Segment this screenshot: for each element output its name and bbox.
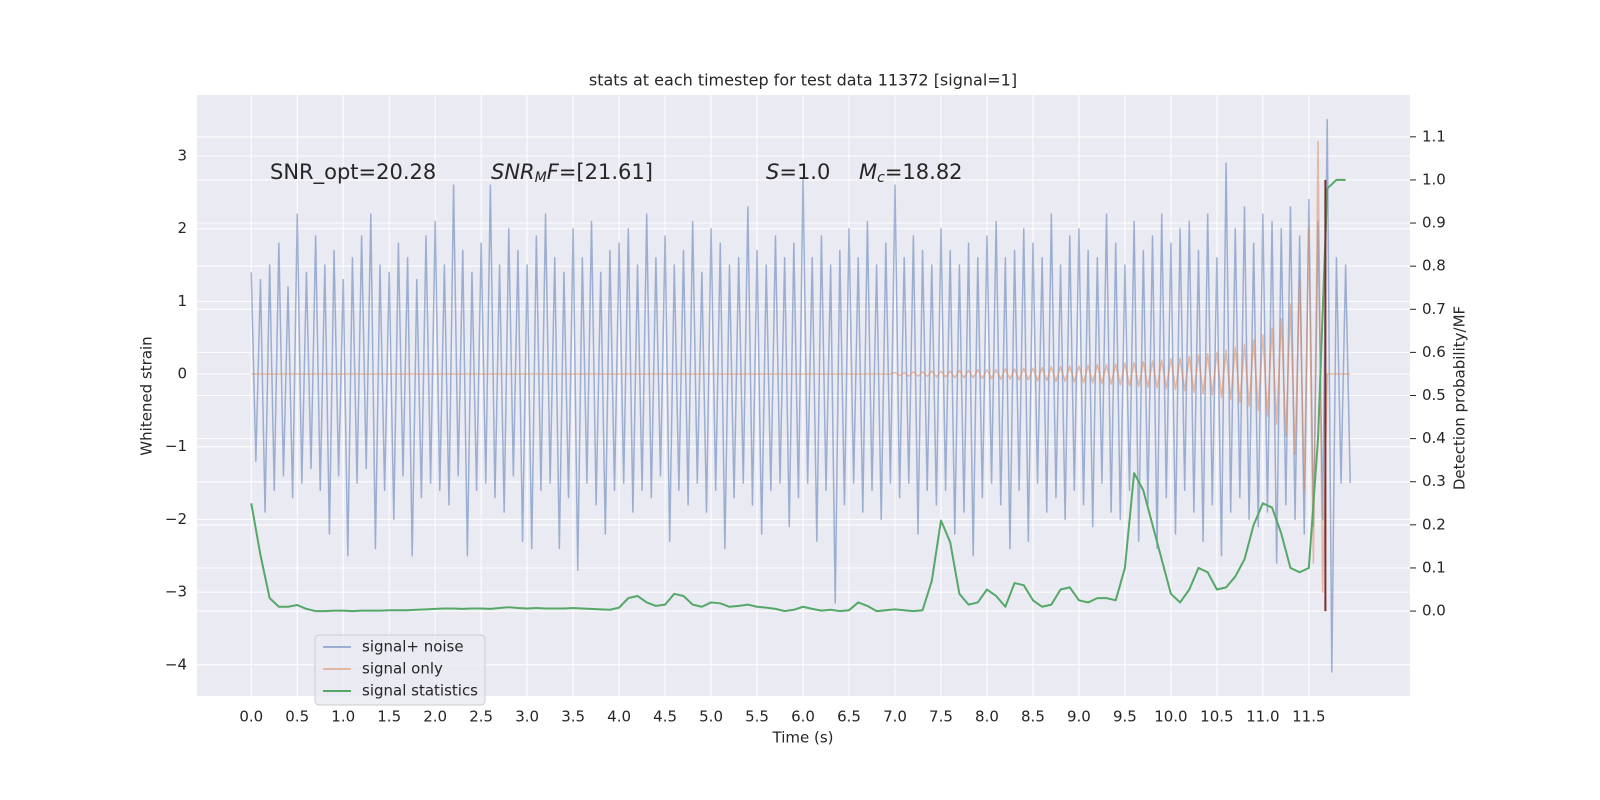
annotation: S=1.0 — [766, 160, 830, 184]
y2-tick-label: 0.8 — [1422, 257, 1446, 275]
x-tick-label: 3.0 — [515, 708, 539, 726]
x-tick-label: 8.0 — [975, 708, 999, 726]
x-tick-label: 11.5 — [1292, 708, 1325, 726]
x-tick-label: 6.0 — [791, 708, 815, 726]
x-tick-label: 7.0 — [883, 708, 907, 726]
y-tick-label: −2 — [165, 510, 187, 528]
legend-label: signal+ noise — [362, 638, 464, 656]
x-tick-label: 10.5 — [1200, 708, 1233, 726]
y2-tick-label: 1.1 — [1422, 127, 1446, 145]
x-tick-label: 9.0 — [1067, 708, 1091, 726]
y2-tick-label: 0.4 — [1422, 429, 1446, 447]
marks — [250, 118, 1351, 673]
y2-tick-label: 0.5 — [1422, 386, 1446, 404]
y-tick-label: −4 — [165, 655, 187, 673]
y-tick-label: 1 — [177, 292, 187, 310]
labels: 0.0 0.5 1.0 1.5 2.0 2.5 3.0 3.5 4.0 4.5 5.0 5.5 6.0 6… — [165, 127, 1446, 725]
annotation-part: SNR_opt=20.28 — [270, 160, 436, 185]
x-tick-label: 2.0 — [423, 708, 447, 726]
x-tick-label: 4.0 — [607, 708, 631, 726]
annotation: Mc=18.82 — [859, 160, 963, 186]
series-line — [250, 178, 1346, 613]
x-tick-label: 6.5 — [837, 708, 861, 726]
x-tick-label: 1.0 — [331, 708, 355, 726]
x-tick-label: 7.5 — [929, 708, 953, 726]
y2-tick-label: 0.3 — [1422, 472, 1446, 490]
x-tick-label: 9.5 — [1113, 708, 1137, 726]
x-tick-label: 10.0 — [1154, 708, 1187, 726]
x-tick-label: 1.5 — [377, 708, 401, 726]
y-tick-label: −3 — [165, 583, 187, 601]
x-tick-label: 5.0 — [699, 708, 723, 726]
annotation: SNR_opt=20.28 — [270, 160, 436, 185]
y2-tick-label: 1.0 — [1422, 170, 1446, 188]
annotation-part: c — [877, 170, 885, 186]
y2-tick-label: 0.9 — [1422, 214, 1446, 232]
y2-tick-label: 0.6 — [1422, 343, 1446, 361]
y2-axis-label: Detection probability/MF — [1451, 306, 1469, 490]
annotation-part: F — [547, 160, 560, 184]
x-axis-label: Time (s) — [772, 729, 834, 747]
annotation-part: =18.82 — [885, 160, 963, 184]
x-tick-label: 4.5 — [653, 708, 677, 726]
y-tick-label: 2 — [177, 219, 187, 237]
y-tick-label: −1 — [165, 437, 187, 455]
y-axis-label: Whitened strain — [138, 336, 156, 455]
annotation-part: =[21.61] — [559, 160, 653, 184]
series-line — [250, 118, 1351, 673]
x-tick-label: 0.5 — [285, 708, 309, 726]
y-tick-label: 0 — [177, 365, 187, 383]
y2-tick-label: 0.1 — [1422, 558, 1446, 576]
annotation: SNRMF=[21.61] — [491, 160, 653, 186]
annotation-part: M — [859, 160, 877, 184]
legend: signal+ noise signal only signal statistic… — [314, 634, 486, 706]
annotation-part: M — [535, 170, 547, 186]
x-tick-label: 11.0 — [1246, 708, 1279, 726]
chart-title: stats at each timestep for test data 113… — [589, 71, 1017, 90]
series-line — [251, 140, 1351, 593]
x-tick-label: 8.5 — [1021, 708, 1045, 726]
annotation-part: S — [766, 160, 779, 184]
x-tick-label: 0.0 — [239, 708, 263, 726]
legend-label: signal only — [362, 660, 443, 678]
x-tick-label: 2.5 — [469, 708, 493, 726]
annotation-part: =1.0 — [779, 160, 830, 184]
y2-tick-label: 0.0 — [1422, 602, 1446, 620]
x-tick-label: 3.5 — [561, 708, 585, 726]
y2-tick-label: 0.2 — [1422, 515, 1446, 533]
annotation-part: SNR — [491, 160, 535, 184]
y-tick-label: 3 — [177, 147, 187, 165]
y2-tick-label: 0.7 — [1422, 300, 1446, 318]
legend-box — [314, 634, 486, 706]
legend-label: signal statistics — [362, 682, 478, 700]
x-tick-label: 5.5 — [745, 708, 769, 726]
